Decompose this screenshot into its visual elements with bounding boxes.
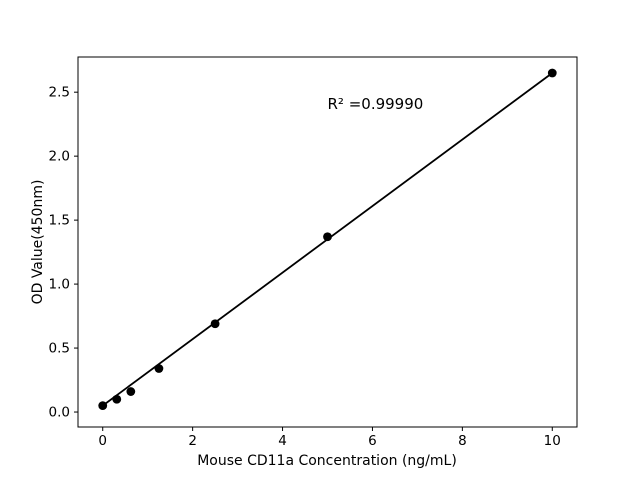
data-point <box>112 394 122 404</box>
x-tick-label: 6 <box>368 433 377 449</box>
x-tick-label: 4 <box>278 433 287 449</box>
y-tick-label: 1.0 <box>49 277 70 293</box>
data-point <box>547 68 557 78</box>
r-squared-annotation: R² =0.99990 <box>327 94 424 113</box>
data-point <box>323 232 332 242</box>
x-tick-label: 8 <box>458 433 467 449</box>
data-point <box>210 319 220 329</box>
data-point <box>126 387 136 396</box>
x-axis-label: Mouse CD11a Concentration (ng/mL) <box>197 453 457 469</box>
y-tick-label: 0.0 <box>49 405 70 421</box>
y-axis-label: OD Value(450nm) <box>30 179 46 305</box>
y-tick-label: 2.0 <box>49 149 70 165</box>
x-tick-label: 0 <box>98 433 107 449</box>
y-tick-label: 1.5 <box>49 213 70 229</box>
x-tick-label: 2 <box>188 433 197 449</box>
data-point <box>98 401 108 411</box>
y-tick-label: 2.5 <box>49 85 70 101</box>
x-tick-label: 10 <box>544 433 561 449</box>
y-tick-label: 0.5 <box>49 341 70 357</box>
plot-border <box>77 56 578 428</box>
data-point <box>154 364 164 373</box>
